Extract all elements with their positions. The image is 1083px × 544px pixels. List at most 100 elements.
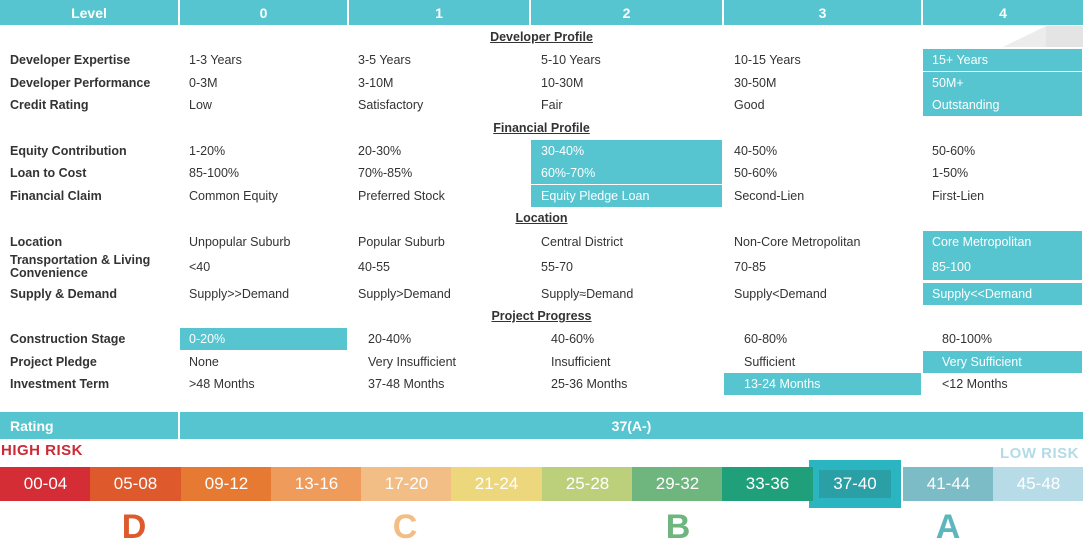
cell-level-4: 80-100%	[942, 332, 993, 346]
score-range-segment: 29-32	[632, 467, 723, 501]
row-loan-to-cost: Loan to Cost 85-100% 70%-85% 60%-70% 50-…	[0, 162, 1083, 184]
cell-level-3: Supply<Demand	[734, 287, 827, 301]
rating-value: 37(A-)	[180, 412, 1083, 439]
level-2-header: 2	[531, 0, 722, 25]
cell-level-4: 1-50%	[932, 166, 969, 180]
cell-level-1: Popular Suburb	[358, 235, 445, 249]
row-financial-claim: Financial Claim Common Equity Preferred …	[0, 185, 1083, 207]
decorative-arrow-tip	[1003, 26, 1046, 47]
row-developer-expertise: Developer Expertise 1-3 Years 3-5 Years …	[0, 49, 1083, 71]
grade-a: A	[935, 508, 961, 544]
cell-level-2: 25-36 Months	[551, 377, 628, 391]
score-range-segment: 41-44	[903, 467, 994, 501]
cell-level-4-selected: 15+ Years	[923, 49, 1082, 71]
cell-level-3-selected: 13-24 Months	[724, 373, 921, 395]
row-location: Location Unpopular Suburb Popular Suburb…	[0, 231, 1083, 253]
row-credit-rating: Credit Rating Low Satisfactory Fair Good…	[0, 94, 1083, 116]
cell-level-4-selected: Supply<<Demand	[923, 283, 1082, 305]
cell-level-2: 55-70	[541, 260, 573, 274]
row-label: Credit Rating	[10, 97, 89, 112]
row-construction-stage: Construction Stage 0-20% 20-40% 40-60% 6…	[0, 328, 1083, 350]
cell-level-2: 40-60%	[551, 332, 595, 346]
cell-level-2-selected: 60%-70%	[531, 162, 722, 184]
high-risk-label: HIGH RISK	[1, 442, 84, 459]
cell-level-3: 40-50%	[734, 144, 778, 158]
section-project-progress: Project Progress	[491, 309, 592, 323]
row-label: Loan to Cost	[10, 165, 87, 180]
rating-label: Rating	[0, 412, 178, 439]
row-label: Construction Stage	[10, 331, 126, 346]
selected-range-highlight	[819, 470, 891, 498]
cell-level-3: 10-15 Years	[734, 53, 801, 67]
low-risk-label: LOW RISK	[1000, 445, 1079, 462]
cell-level-2: 5-10 Years	[541, 53, 601, 67]
grade-d: D	[121, 508, 147, 544]
level-4-header: 4	[923, 0, 1083, 25]
row-investment-term: Investment Term >48 Months 37-48 Months …	[0, 373, 1083, 395]
row-supply-demand: Supply & Demand Supply>>Demand Supply>De…	[0, 283, 1083, 305]
row-equity-contribution: Equity Contribution 1-20% 20-30% 30-40% …	[0, 140, 1083, 162]
row-label: Equity Contribution	[10, 143, 127, 158]
cell-level-0: 85-100%	[189, 166, 240, 180]
cell-level-4: First-Lien	[932, 189, 985, 203]
score-range-segment: 09-12	[181, 467, 272, 501]
cell-level-0: Unpopular Suburb	[189, 235, 291, 249]
cell-level-0-selected: 0-20%	[180, 328, 347, 350]
cell-level-3: 60-80%	[744, 332, 788, 346]
cell-level-4-selected: 50M+	[923, 72, 1082, 94]
cell-level-0: >48 Months	[189, 377, 255, 391]
cell-level-1: Supply>Demand	[358, 287, 451, 301]
section-location: Location	[515, 211, 568, 225]
level-0-header: 0	[180, 0, 347, 25]
cell-level-3: Good	[734, 98, 765, 112]
row-label: Location	[10, 234, 63, 249]
cell-level-1: 3-5 Years	[358, 53, 411, 67]
score-range-segment: 45-48	[993, 467, 1083, 501]
row-transportation-convenience: Transportation & Living Convenience <40 …	[0, 253, 1083, 281]
cell-level-3: Non-Core Metropolitan	[734, 235, 861, 249]
cell-level-1: 20-30%	[358, 144, 402, 158]
score-range-segment: 13-16	[271, 467, 362, 501]
cell-level-4-selected: 85-100	[923, 253, 1082, 280]
cell-level-0: 1-3 Years	[189, 53, 242, 67]
cell-level-1: 40-55	[358, 260, 390, 274]
cell-level-1: Satisfactory	[358, 98, 424, 112]
cell-level-4: <12 Months	[942, 377, 1008, 391]
cell-level-2: Insufficient	[551, 355, 611, 369]
cell-level-1: 3-10M	[358, 76, 394, 90]
cell-level-3: 50-60%	[734, 166, 778, 180]
cell-level-2-selected: 30-40%	[531, 140, 722, 162]
score-range-segment: 05-08	[90, 467, 181, 501]
cell-level-0: Supply>>Demand	[189, 287, 290, 301]
cell-level-2-selected: Equity Pledge Loan	[531, 185, 722, 207]
grade-c: C	[392, 508, 418, 544]
cell-level-0: <40	[189, 260, 211, 274]
cell-level-3: Second-Lien	[734, 189, 805, 203]
section-developer-profile: Developer Profile	[490, 30, 593, 44]
cell-level-4-selected: Outstanding	[923, 94, 1082, 116]
row-label-line-2: Convenience	[10, 266, 88, 280]
cell-level-3: Sufficient	[744, 355, 796, 369]
row-label-line-1: Transportation & Living	[10, 253, 151, 267]
cell-level-4: 50-60%	[932, 144, 976, 158]
row-developer-performance: Developer Performance 0-3M 3-10M 10-30M …	[0, 72, 1083, 94]
level-3-header: 3	[724, 0, 921, 25]
cell-level-1: 70%-85%	[358, 166, 413, 180]
section-financial-profile: Financial Profile	[493, 121, 590, 135]
decorative-arrow-body	[1046, 26, 1083, 47]
cell-level-1: Preferred Stock	[358, 189, 445, 203]
cell-level-1: Very Insufficient	[368, 355, 457, 369]
level-1-header: 1	[349, 0, 529, 25]
cell-level-0: Low	[189, 98, 212, 112]
cell-level-0: Common Equity	[189, 189, 278, 203]
cell-level-2: Supply≈Demand	[541, 287, 634, 301]
row-label: Financial Claim	[10, 188, 102, 203]
row-label: Developer Expertise	[10, 52, 131, 67]
row-label: Supply & Demand	[10, 286, 117, 301]
cell-level-2: Fair	[541, 98, 563, 112]
cell-level-0: None	[189, 355, 219, 369]
row-label: Investment Term	[10, 376, 110, 391]
score-range-segment: 25-28	[542, 467, 633, 501]
score-range-segment: 00-04	[0, 467, 91, 501]
cell-level-2: 10-30M	[541, 76, 584, 90]
